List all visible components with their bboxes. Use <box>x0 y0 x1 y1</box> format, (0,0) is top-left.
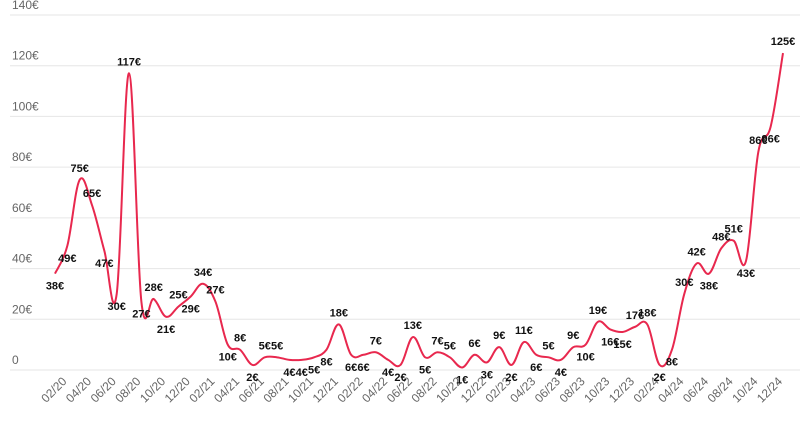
value-label: 15€ <box>613 339 631 351</box>
y-tick-label: 60€ <box>12 201 32 215</box>
value-label: 38€ <box>700 281 718 293</box>
value-label: 30€ <box>675 277 693 289</box>
value-label: 48€ <box>712 231 730 243</box>
value-label: 5€ <box>419 364 431 376</box>
value-label: 10€ <box>219 352 237 364</box>
x-tick-label: 08/24 <box>705 374 736 405</box>
x-tick-label: 04/21 <box>211 374 242 405</box>
x-tick-label: 08/20 <box>112 374 143 405</box>
y-tick-label: 20€ <box>12 302 32 316</box>
value-label: 27€ <box>132 309 150 321</box>
value-label: 1€ <box>456 374 468 386</box>
y-tick-label: 120€ <box>12 49 39 63</box>
x-tick-label: 10/23 <box>581 374 612 405</box>
value-label: 11€ <box>515 325 533 337</box>
value-label: 7€ <box>431 335 443 347</box>
value-label: 4€ <box>382 367 394 379</box>
value-label: 49€ <box>58 253 76 265</box>
y-tick-label: 40€ <box>12 252 32 266</box>
value-label: 8€ <box>666 357 678 369</box>
value-label: 4€ <box>283 367 295 379</box>
x-tick-label: 06/24 <box>680 374 711 405</box>
value-label: 30€ <box>108 301 126 313</box>
x-tick-label: 12/20 <box>162 374 193 405</box>
x-tick-label: 10/24 <box>729 374 760 405</box>
y-tick-label: 140€ <box>12 0 39 12</box>
value-label: 25€ <box>169 290 187 302</box>
line <box>54 52 784 369</box>
x-tick-label: 02/21 <box>186 374 217 405</box>
value-label: 10€ <box>576 352 594 364</box>
value-label: 96€ <box>761 134 779 146</box>
value-label: 7€ <box>370 335 382 347</box>
x-tick-label: 08/22 <box>408 374 439 405</box>
value-label: 16€ <box>601 336 619 348</box>
value-label: 43€ <box>737 268 755 280</box>
value-label: 18€ <box>330 307 348 319</box>
value-label: 86€ <box>749 135 767 147</box>
value-label: 17€ <box>626 310 644 322</box>
value-label: 2€ <box>246 372 258 384</box>
value-label: 8€ <box>320 357 332 369</box>
value-label: 47€ <box>95 258 113 270</box>
value-label: 2€ <box>394 372 406 384</box>
x-tick-label: 12/21 <box>310 374 341 405</box>
value-label: 3€ <box>481 369 493 381</box>
value-label: 5€ <box>259 340 271 352</box>
value-label: 13€ <box>404 320 422 332</box>
value-label: 19€ <box>589 305 607 317</box>
value-label: 38€ <box>46 281 64 293</box>
value-label: 8€ <box>234 333 246 345</box>
value-label: 5€ <box>444 340 456 352</box>
value-label: 4€ <box>555 367 567 379</box>
x-tick-label: 02/20 <box>38 374 69 405</box>
value-label: 28€ <box>145 282 163 294</box>
value-label: 51€ <box>724 224 742 236</box>
value-label: 117€ <box>117 56 141 68</box>
value-label: 9€ <box>493 330 505 342</box>
value-label: 6€ <box>357 362 369 374</box>
value-label: 5€ <box>271 340 283 352</box>
x-tick-label: 04/20 <box>63 374 94 405</box>
value-label: 2€ <box>653 372 665 384</box>
value-label: 21€ <box>157 324 175 336</box>
value-label: 29€ <box>182 303 200 315</box>
value-label: 5€ <box>308 364 320 376</box>
y-tick-label: 0 <box>12 353 19 367</box>
x-tick-label: 10/20 <box>137 374 168 405</box>
value-label: 18€ <box>638 307 656 319</box>
value-label: 6€ <box>468 338 480 350</box>
value-label: 75€ <box>70 163 88 175</box>
value-label: 65€ <box>83 188 101 200</box>
x-tick-label: 06/20 <box>88 374 119 405</box>
value-label: 34€ <box>194 267 212 279</box>
value-label: 9€ <box>567 330 579 342</box>
x-tick-label: 12/24 <box>754 374 785 405</box>
y-tick-label: 100€ <box>12 99 39 113</box>
value-label: 27€ <box>206 285 224 297</box>
value-label: 2€ <box>505 372 517 384</box>
value-label: 5€ <box>542 340 554 352</box>
x-tick-label: 12/23 <box>606 374 637 405</box>
value-label: 6€ <box>345 362 357 374</box>
value-label: 42€ <box>687 247 705 259</box>
value-label: 6€ <box>530 362 542 374</box>
x-tick-label: 02/22 <box>334 374 365 405</box>
value-label: 4€ <box>296 367 308 379</box>
y-tick-label: 80€ <box>12 150 32 164</box>
value-label: 125€ <box>771 36 795 48</box>
